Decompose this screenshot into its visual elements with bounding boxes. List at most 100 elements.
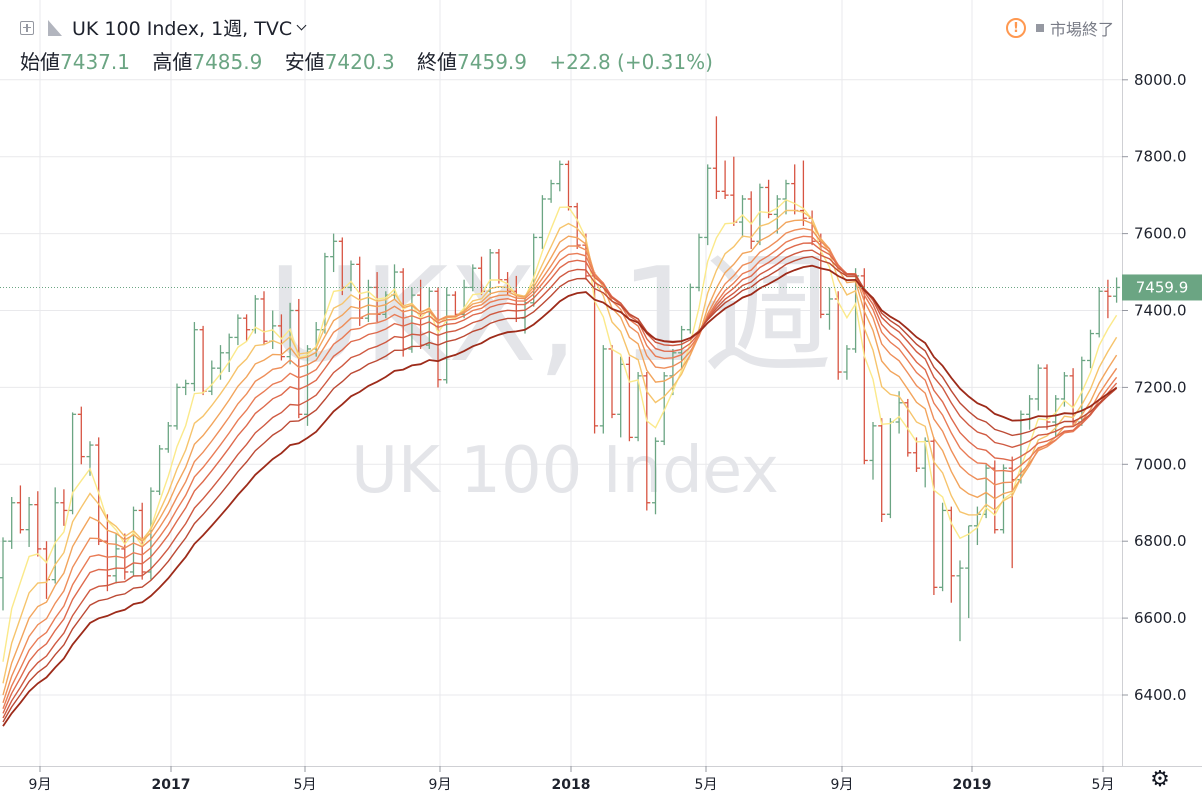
y-tick-label: 7800.0 [1134,148,1187,166]
ohlc-bar [913,437,920,472]
ohlc-bar [660,372,668,446]
ema-line [2,227,1118,704]
ohlc-bar [434,287,442,388]
ohlc-bar [0,537,7,611]
ema-line [2,209,1118,684]
y-tick-label: 7200.0 [1134,378,1187,396]
ema-line [2,235,1118,709]
ohlc-bar [130,506,137,576]
moving-average-ribbon [2,199,1118,727]
ohlc-bar [930,437,938,596]
y-tick-label: 7600.0 [1134,225,1187,243]
ohlc-bar [747,191,755,249]
ohlc-bar [826,287,833,330]
x-tick-label: 5月 [1092,777,1115,793]
ohlc-bar [939,502,947,592]
ohlc-bar [895,391,903,434]
high-value: 7485.9 [192,50,263,74]
ohlc-bar [652,437,659,515]
ohlc-bar [721,160,729,199]
ohlc-bar [8,496,16,549]
ohlc-bar [1113,277,1121,303]
status-square-icon [1035,24,1044,32]
ohlc-bar [834,291,842,380]
ohlc-bar [886,418,894,519]
ohlc-bar [573,202,581,249]
ohlc-bar [773,195,781,234]
ohlc-bar [225,333,233,373]
ohlc-bar [965,525,973,619]
ema-line [2,255,1118,723]
x-tick-label: 2017 [152,777,191,793]
ohlc-bar [164,422,172,453]
ohlc-bar [625,356,633,442]
ohlc-bar [565,160,572,211]
ema-line [2,199,1118,662]
ohlc-bar [643,372,651,511]
ohlc-bar [77,406,85,465]
price-axis[interactable]: 6400.0 6600.0 6800.0 7000.0 7200.0 7400.0 7600… [1122,71,1187,704]
expand-icon[interactable] [20,20,34,35]
y-tick-label: 6600.0 [1134,609,1187,627]
y-tick-label: 7400.0 [1134,302,1187,320]
ohlc-bar [443,287,451,384]
y-tick-label: 8000.0 [1134,71,1187,89]
ema-line [2,219,1118,696]
ohlc-bar [190,322,198,392]
ohlc-bar [730,156,738,226]
watermark-large: UKX, 1週 [268,239,833,391]
x-tick-label: 2018 [552,777,591,793]
market-status[interactable]: ! 市場終了 [1005,16,1114,40]
ohlc-bar [243,314,251,342]
y-tick-label: 6400.0 [1134,686,1187,704]
ohlc-bar [1026,395,1034,430]
symbol-flag-icon [48,19,62,36]
close-value: 7459.9 [457,50,528,74]
ohlc-bar [791,164,799,215]
change-value: +22.8 (+0.31%) [549,50,713,74]
ohlc-bar [1104,279,1112,319]
ohlc-bar [69,412,77,515]
ohlc-bar [286,302,294,365]
ohlc-bar [956,560,964,642]
x-tick-label: 9月 [831,777,854,793]
watermark-small: UK 100 Index [351,434,779,508]
ohlc-bar [173,383,181,430]
ohlc-bar [60,489,68,526]
x-tick-label: 5月 [294,777,317,793]
y-tick-label: 6800.0 [1134,532,1187,550]
x-tick-label: 2019 [953,777,992,793]
ohlc-bar [103,514,111,592]
ohlc-bar [556,160,564,192]
ohlc-bar [156,445,164,496]
chevron-down-icon[interactable] [296,20,307,31]
ohlc-bar [1034,364,1042,411]
ohlc-bar [739,195,746,238]
open-label: 始値 [20,50,60,74]
x-tick-label: 9月 [429,777,452,793]
ohlc-legend: 始値7437.1 高値7485.9 安値7420.3 終値7459.9 +22.… [20,46,729,75]
time-axis[interactable]: 9月 2017 5月 9月 2018 5月 9月 2019 5月 [29,766,1115,793]
ohlc-bar [364,279,372,323]
last-price-label: 7459.9 [1122,274,1202,301]
x-tick-label: 9月 [29,777,52,793]
ohlc-bar [408,287,416,353]
gear-icon[interactable]: ⚙ [1150,767,1170,792]
ohlc-bar [16,485,24,534]
ohlc-bar [234,314,242,346]
ohlc-bar [712,116,720,199]
ohlc-bar [25,496,33,547]
high-label: 高値 [152,50,193,74]
warning-icon[interactable]: ! [1005,18,1026,38]
ohlc-bar [1008,456,1016,569]
ohlc-bar [878,418,886,522]
ohlc-bar [112,533,120,584]
low-value: 7420.3 [324,50,395,74]
ohlc-bar [599,345,607,434]
ohlc-bar [1095,287,1103,338]
ohlc-bar [260,291,268,346]
ohlc-bar [330,233,338,273]
symbol-title[interactable]: UK 100 Index, 1週, TVC [72,18,293,40]
ohlc-bar [860,268,868,465]
